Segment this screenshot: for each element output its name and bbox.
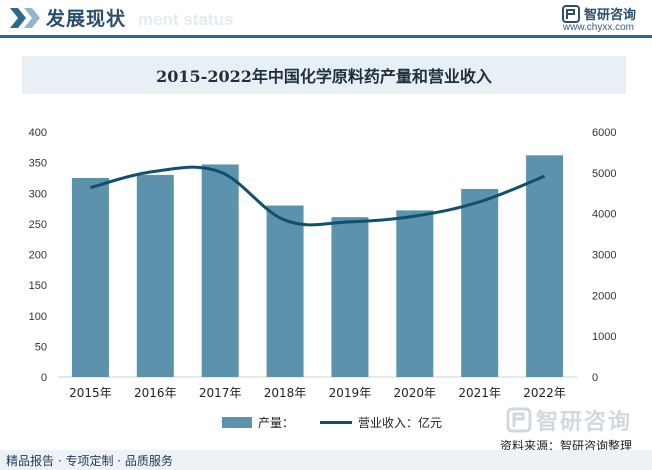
y-left-tick-label: 350 bbox=[29, 158, 47, 170]
legend-bar-swatch bbox=[222, 417, 252, 428]
x-tick-label: 2022年 bbox=[523, 386, 566, 400]
chart-legend: 产量： 营业收入：亿元 bbox=[222, 414, 442, 431]
footer-band bbox=[0, 450, 652, 470]
y-left-tick-label: 50 bbox=[35, 341, 47, 353]
bar bbox=[331, 217, 369, 377]
x-tick-label: 2015年 bbox=[69, 386, 112, 400]
bar bbox=[526, 155, 564, 377]
y-left-tick-label: 250 bbox=[29, 219, 47, 231]
header-chevron-icon bbox=[8, 4, 44, 37]
x-tick-label: 2016年 bbox=[134, 386, 177, 400]
footer-logo-name: 智研咨询 bbox=[535, 410, 632, 435]
y-left-tick-label: 300 bbox=[29, 188, 47, 200]
bar bbox=[201, 164, 239, 377]
y-left-tick-label: 200 bbox=[29, 250, 47, 262]
brand-logo-icon bbox=[561, 4, 580, 23]
bar bbox=[266, 205, 304, 377]
x-tick-label: 2018年 bbox=[264, 386, 307, 400]
bar bbox=[396, 210, 434, 377]
section-title: 发展现状 bbox=[46, 8, 127, 30]
legend-line-swatch bbox=[320, 421, 353, 424]
legend-bar-label: 产量： bbox=[258, 416, 295, 430]
y-right-tick-label: 5000 bbox=[592, 168, 616, 180]
brand-logo: 智研咨询 bbox=[561, 4, 636, 23]
x-tick-label: 2020年 bbox=[394, 386, 437, 400]
bar bbox=[136, 174, 174, 377]
footer-logo: 智研咨询 bbox=[506, 404, 632, 436]
footer-tagline: 精品报告 · 专项定制 · 品质服务 bbox=[6, 454, 173, 468]
bar bbox=[461, 188, 499, 377]
y-right-tick-label: 6000 bbox=[592, 127, 616, 139]
brand-url: www.chyxx.com bbox=[562, 22, 634, 33]
y-left-tick-label: 150 bbox=[29, 280, 47, 292]
chart-title-band: 2015-2022年中国化学原料药产量和营业收入 bbox=[22, 56, 626, 94]
brand-name: 智研咨询 bbox=[583, 8, 636, 23]
legend-line-label: 营业收入：亿元 bbox=[358, 416, 443, 430]
y-right-tick-label: 4000 bbox=[592, 209, 616, 221]
header-rule bbox=[0, 35, 652, 38]
x-tick-label: 2019年 bbox=[329, 386, 372, 400]
revenue-line bbox=[90, 165, 546, 227]
y-left-tick-label: 100 bbox=[29, 311, 47, 323]
y-right-tick-label: 2000 bbox=[592, 290, 616, 302]
y-left-tick-label: 400 bbox=[29, 127, 47, 139]
header-ghost-text: ment status bbox=[138, 10, 234, 29]
chart-title: 2015-2022年中国化学原料药产量和营业收入 bbox=[156, 67, 492, 86]
y-right-tick-label: 0 bbox=[592, 372, 598, 384]
data-source: 资料来源：智研咨询整理 bbox=[499, 439, 632, 453]
x-tick-label: 2017年 bbox=[199, 386, 242, 400]
footer-logo-icon bbox=[506, 407, 532, 433]
y-right-tick-label: 1000 bbox=[592, 331, 616, 343]
bar bbox=[71, 177, 109, 377]
x-tick-label: 2021年 bbox=[458, 386, 501, 400]
y-left-tick-label: 0 bbox=[41, 372, 47, 384]
y-right-tick-label: 3000 bbox=[592, 250, 616, 262]
